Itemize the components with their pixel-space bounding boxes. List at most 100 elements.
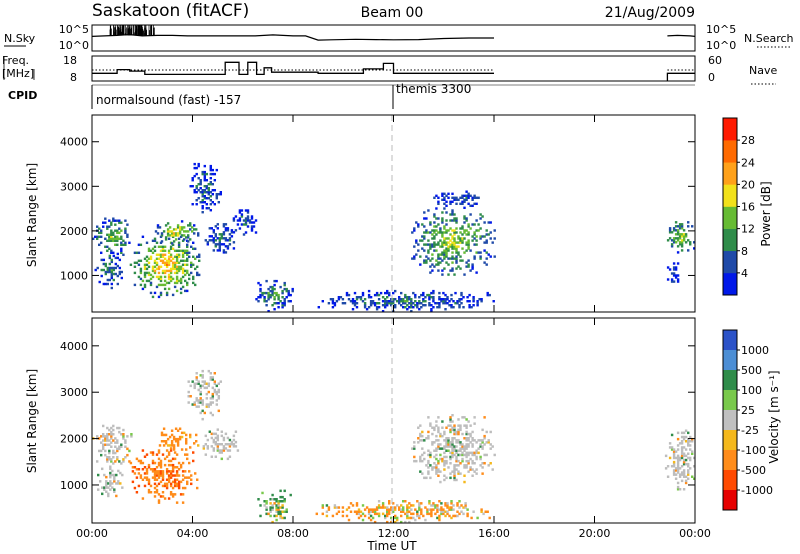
heatmap-cell bbox=[143, 285, 147, 289]
heatmap-cell bbox=[145, 279, 149, 283]
heatmap-cell bbox=[433, 213, 436, 216]
heatmap-cell bbox=[175, 261, 179, 265]
heatmap-cell bbox=[159, 235, 163, 239]
heatmap-cell bbox=[234, 229, 238, 232]
heatmap-cell bbox=[676, 431, 680, 435]
heatmap-cell bbox=[186, 253, 189, 257]
heatmap-cell bbox=[487, 221, 490, 224]
heatmap-cell bbox=[445, 441, 448, 444]
heatmap-cell bbox=[159, 293, 163, 297]
heatmap-cell bbox=[157, 295, 161, 299]
heatmap-cell bbox=[110, 270, 114, 274]
heatmap-cell bbox=[275, 500, 278, 503]
heatmap-cell bbox=[166, 234, 170, 237]
heatmap-cell bbox=[135, 261, 139, 265]
heatmap-cell bbox=[217, 409, 221, 413]
heatmap-cell bbox=[441, 434, 444, 438]
heatmap-cell bbox=[432, 502, 435, 505]
heatmap-cell bbox=[177, 486, 181, 490]
heatmap-cell bbox=[448, 506, 451, 509]
heatmap-cell bbox=[388, 500, 391, 503]
power-colorbar-tick-label: 4 bbox=[741, 267, 748, 280]
heatmap-cell bbox=[465, 432, 468, 436]
heatmap-cell bbox=[485, 241, 488, 244]
heatmap-cell bbox=[196, 265, 199, 269]
heatmap-cell bbox=[429, 245, 432, 248]
heatmap-cell bbox=[388, 293, 391, 297]
heatmap-cell bbox=[463, 453, 466, 457]
heatmap-cell bbox=[121, 486, 124, 489]
heatmap-cell bbox=[676, 278, 680, 281]
heatmap-cell bbox=[489, 255, 492, 258]
power-ylabel: Slant Range [km] bbox=[25, 163, 39, 267]
heatmap-cell bbox=[445, 439, 448, 442]
heatmap-cell bbox=[159, 461, 163, 465]
heatmap-cell bbox=[197, 177, 200, 180]
heatmap-cell bbox=[215, 384, 219, 388]
heatmap-cell bbox=[439, 253, 442, 256]
heatmap-cell bbox=[228, 237, 232, 240]
heatmap-cell bbox=[177, 243, 181, 247]
heatmap-cell bbox=[384, 304, 387, 307]
heatmap-cell bbox=[410, 516, 413, 520]
heatmap-cell bbox=[149, 249, 153, 253]
heatmap-cell bbox=[413, 229, 416, 232]
heatmap-cell bbox=[406, 298, 409, 301]
heatmap-cell bbox=[116, 229, 119, 232]
heatmap-cell bbox=[687, 469, 690, 472]
heatmap-cell bbox=[100, 435, 103, 438]
heatmap-cell bbox=[459, 241, 462, 244]
heatmap-cell bbox=[680, 241, 684, 244]
heatmap-cell bbox=[279, 489, 282, 493]
heatmap-cell bbox=[161, 269, 165, 273]
heatmap-cell bbox=[277, 508, 280, 511]
heatmap-cell bbox=[99, 480, 102, 483]
heatmap-cell bbox=[149, 255, 153, 259]
heatmap-cell bbox=[427, 231, 430, 234]
heatmap-cell bbox=[463, 200, 466, 204]
heatmap-cell bbox=[479, 255, 482, 258]
velocity-ytick-label: 1000 bbox=[60, 479, 88, 492]
heatmap-cell bbox=[112, 439, 115, 442]
heatmap-cell bbox=[122, 437, 125, 440]
heatmap-cell bbox=[676, 262, 680, 265]
heatmap-cell bbox=[193, 232, 196, 235]
heatmap-cell bbox=[120, 251, 123, 255]
heatmap-cell bbox=[109, 467, 112, 471]
heatmap-cell bbox=[291, 287, 294, 291]
heatmap-cell bbox=[189, 433, 192, 437]
heatmap-cell bbox=[151, 275, 155, 279]
heatmap-cell bbox=[435, 434, 438, 438]
heatmap-cell bbox=[483, 437, 486, 440]
heatmap-cell bbox=[192, 241, 195, 245]
heatmap-cell bbox=[680, 243, 684, 246]
heatmap-cell bbox=[250, 217, 254, 220]
heatmap-cell bbox=[250, 221, 254, 224]
heatmap-cell bbox=[419, 455, 422, 459]
heatmap-cell bbox=[682, 460, 686, 464]
heatmap-cell bbox=[457, 453, 460, 457]
heatmap-cell bbox=[222, 243, 226, 246]
heatmap-cell bbox=[463, 449, 466, 452]
heatmap-cell bbox=[176, 437, 180, 441]
heatmap-cell bbox=[214, 436, 218, 440]
heatmap-cell bbox=[169, 259, 173, 263]
heatmap-cell bbox=[287, 293, 290, 297]
heatmap-cell bbox=[287, 289, 290, 293]
heatmap-cell bbox=[212, 241, 216, 244]
heatmap-cell bbox=[431, 233, 434, 236]
heatmap-cell bbox=[161, 259, 165, 263]
heatmap-cell bbox=[104, 437, 107, 440]
heatmap-cell bbox=[114, 441, 117, 444]
noise-series-0 bbox=[92, 33, 494, 41]
heatmap-cell bbox=[467, 259, 470, 262]
heatmap-cell bbox=[691, 225, 694, 228]
heatmap-cell bbox=[467, 231, 470, 234]
heatmap-cell bbox=[432, 296, 435, 299]
heatmap-cell bbox=[443, 451, 446, 455]
heatmap-cell bbox=[203, 191, 207, 194]
heatmap-cell bbox=[381, 504, 385, 507]
heatmap-cell bbox=[147, 247, 151, 251]
heatmap-cell bbox=[459, 443, 462, 446]
heatmap-cell bbox=[449, 219, 452, 222]
